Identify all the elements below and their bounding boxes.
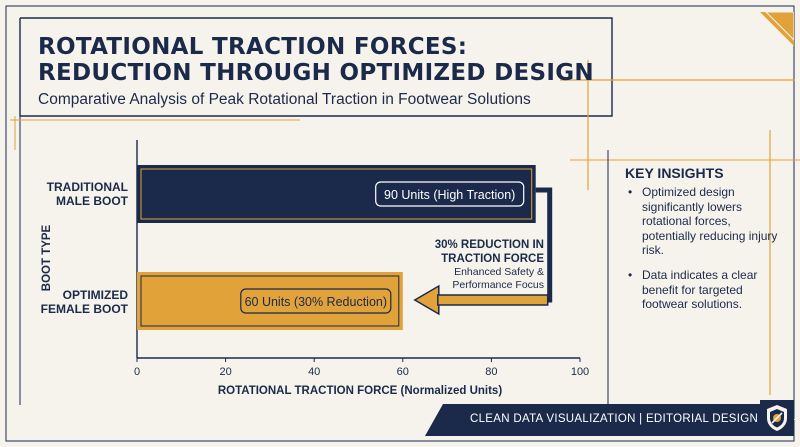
chart-title-line-2: REDUCTION THROUGH OPTIMIZED DESIGN	[38, 60, 594, 86]
chart-subtitle: Comparative Analysis of Peak Rotational …	[38, 91, 531, 108]
data-label-box	[375, 181, 525, 207]
data-label-box	[240, 288, 392, 314]
x-tick-label: 20	[219, 366, 232, 378]
x-axis-label: ROTATIONAL TRACTION FORCE (Normalized Un…	[217, 385, 503, 397]
y-axis-label: BOOT TYPE	[41, 224, 53, 292]
insight-text: Data indicates a clear benefit for targe…	[642, 268, 758, 311]
data-label: 90 Units (High Traction)	[384, 188, 515, 202]
chart-title-line-1: ROTATIONAL TRACTION FORCES:	[38, 34, 468, 60]
bar-inner-border	[140, 275, 400, 327]
category-label-line: FEMALE BOOT	[40, 302, 128, 316]
corner-ornament-icon	[760, 12, 794, 46]
bar-traditional	[137, 165, 536, 223]
x-tick-label: 100	[570, 366, 590, 378]
bullet-icon: •	[628, 185, 633, 199]
footer-text: CLEAN DATA VISUALIZATION | EDITORIAL DES…	[470, 413, 796, 425]
category-label-line: OPTIMIZED	[62, 288, 128, 302]
insight-item: • Optimized design significantly lowers …	[628, 185, 788, 258]
insight-text: Optimized design significantly lowers ro…	[642, 185, 778, 257]
bar-optimized	[137, 272, 403, 330]
x-tick-label: 40	[308, 366, 321, 378]
category-label-line: TRADITIONAL	[46, 180, 128, 194]
category-label-traditional: TRADITIONAL MALE BOOT	[18, 180, 128, 208]
x-tick-label: 80	[485, 366, 498, 378]
insight-item: • Data indicates a clear benefit for tar…	[628, 268, 788, 312]
arrow-shaft	[437, 294, 549, 306]
x-tick-label: 0	[133, 366, 141, 378]
shield-badge-icon	[760, 400, 794, 436]
bar-inner-border	[140, 168, 533, 220]
category-label-optimized: OPTIMIZED FEMALE BOOT	[18, 288, 128, 316]
category-label-line: MALE BOOT	[56, 194, 128, 208]
x-tick-label: 60	[396, 366, 409, 378]
bullet-icon: •	[628, 268, 633, 282]
insights-title: KEY INSIGHTS	[625, 165, 724, 181]
data-label: 60 Units (30% Reduction)	[245, 295, 387, 309]
annotation-title: 30% REDUCTION IN TRACTION FORCE	[434, 239, 544, 265]
annotation-subtitle: Enhanced Safety & Performance Focus	[452, 266, 544, 291]
footer-bar	[425, 404, 765, 436]
